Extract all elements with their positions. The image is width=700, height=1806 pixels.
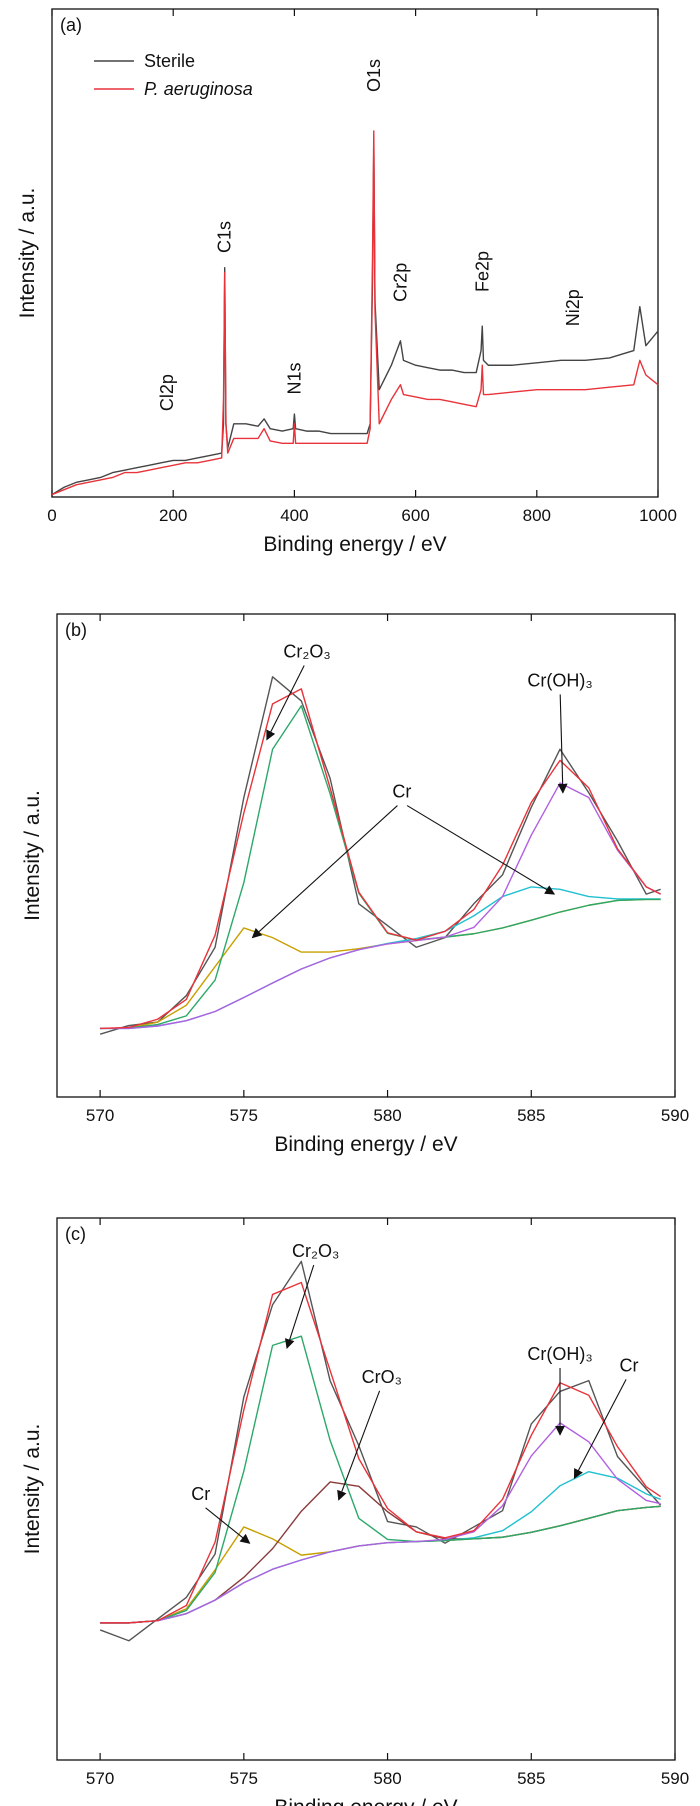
annotation: Cr xyxy=(191,1484,210,1504)
x-tick-label: 590 xyxy=(661,1106,689,1125)
annotation: Cr xyxy=(620,1355,639,1375)
x-tick-label: 575 xyxy=(230,1106,258,1125)
annotation: Cr₂O₃ xyxy=(283,641,330,661)
x-tick-label: 580 xyxy=(373,1769,401,1788)
peak-label: Cl2p xyxy=(157,374,177,411)
y-axis-label: Intensity / a.u. xyxy=(21,1424,44,1555)
x-tick-label: 580 xyxy=(373,1106,401,1125)
annotation: CrO₃ xyxy=(362,1367,402,1387)
y-axis-label: Intensity / a.u. xyxy=(21,790,44,921)
series-line xyxy=(51,144,659,496)
x-tick-label: 570 xyxy=(86,1769,114,1788)
x-tick-label: 600 xyxy=(401,506,429,525)
annotation: Cr(OH)₃ xyxy=(527,670,592,690)
series-line xyxy=(99,1260,662,1642)
peak-label: Cr2p xyxy=(390,263,410,302)
panel: 0 200 400 600 800 1000 Binding energy / eV Inte… xyxy=(16,8,677,556)
x-tick-label: 800 xyxy=(523,506,551,525)
arrow xyxy=(266,665,305,741)
legend-label: Sterile xyxy=(144,51,195,71)
series-line xyxy=(51,130,659,496)
annotation: Cr(OH)₃ xyxy=(527,1344,592,1364)
y-axis-label: Intensity / a.u. xyxy=(16,188,39,319)
annotation: Cr xyxy=(392,782,411,802)
arrow xyxy=(557,694,568,794)
panel-label: (b) xyxy=(65,620,87,640)
arrow xyxy=(406,805,556,895)
x-tick-label: 200 xyxy=(159,506,187,525)
panel: 570 575 580 585 590 Binding energy / eV Intens… xyxy=(21,613,689,1156)
arrow xyxy=(573,1379,627,1480)
panel-label: (a) xyxy=(60,15,82,35)
arrow xyxy=(337,1390,381,1501)
series-line xyxy=(100,1470,661,1624)
arrow xyxy=(205,1507,251,1544)
x-tick-label: 1000 xyxy=(639,506,677,525)
x-tick-label: 585 xyxy=(517,1106,545,1125)
series-line xyxy=(100,688,661,1030)
series-line xyxy=(100,1335,661,1624)
series-line xyxy=(100,705,661,1030)
series-line xyxy=(100,1505,661,1624)
panel: 570 575 580 585 590 Binding energy / eV Intens… xyxy=(21,1217,689,1806)
plot-frame xyxy=(56,613,676,1098)
x-tick-label: 570 xyxy=(86,1106,114,1125)
annotation: Cr₂O₃ xyxy=(292,1241,339,1261)
peak-label: N1s xyxy=(284,363,304,395)
x-tick-label: 400 xyxy=(280,506,308,525)
x-axis-label: Binding energy / eV xyxy=(263,533,446,556)
arrow xyxy=(284,1264,315,1350)
x-axis-label: Binding energy / eV xyxy=(274,1796,457,1806)
series-line xyxy=(100,782,661,1030)
panel-label: (c) xyxy=(65,1224,86,1244)
series-line xyxy=(100,1422,661,1624)
legend-label: P. aeruginosa xyxy=(144,79,253,99)
x-tick-label: 0 xyxy=(47,506,56,525)
series-line xyxy=(99,676,661,1035)
peak-label: Fe2p xyxy=(472,251,492,292)
x-tick-label: 575 xyxy=(230,1769,258,1788)
x-tick-label: 585 xyxy=(517,1769,545,1788)
peak-label: C1s xyxy=(215,221,235,253)
peak-label: O1s xyxy=(364,59,384,92)
x-tick-label: 590 xyxy=(661,1769,689,1788)
plot-frame xyxy=(56,1217,676,1761)
arrow xyxy=(251,805,398,939)
series-line xyxy=(100,898,661,1030)
series-line xyxy=(100,1281,662,1624)
peak-label: Ni2p xyxy=(563,289,583,326)
x-axis-label: Binding energy / eV xyxy=(274,1133,457,1156)
plot-frame xyxy=(51,8,659,498)
